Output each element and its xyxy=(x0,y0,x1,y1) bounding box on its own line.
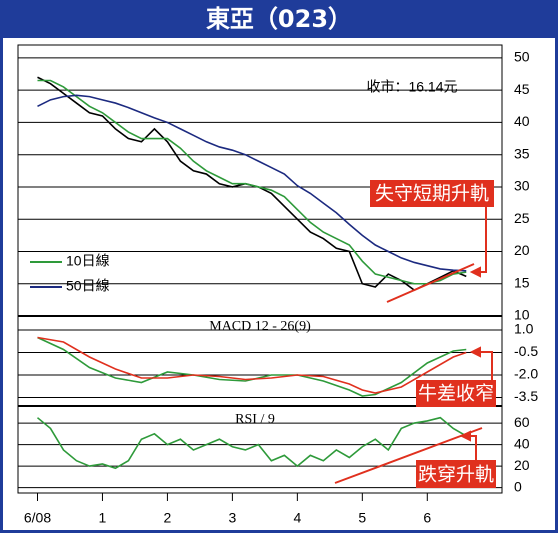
y-tick-label: -0.5 xyxy=(514,343,538,359)
series-line xyxy=(37,336,467,397)
y-tick-label: 20 xyxy=(514,242,530,258)
frame xyxy=(17,44,503,494)
callout: 失守短期升軌 xyxy=(375,183,489,205)
x-tick-label: 3 xyxy=(228,510,236,526)
y-tick-label: 1.0 xyxy=(514,321,534,337)
y-tick-label: 10 xyxy=(514,307,530,323)
legend-label: 10日線 xyxy=(66,253,110,269)
y-tick-label: 50 xyxy=(514,49,530,65)
panel-title: MACD 12 - 26(9) xyxy=(209,319,311,334)
y-tick-label: -2.0 xyxy=(514,366,538,382)
y-tick-label: -3.5 xyxy=(514,388,538,404)
callout-box xyxy=(370,180,494,207)
callout-box xyxy=(416,460,496,488)
legend-label: 50日線 xyxy=(66,278,110,294)
series-line xyxy=(37,94,467,272)
x-tick-label: 4 xyxy=(293,510,301,526)
trend-line xyxy=(334,427,483,484)
y-tick-label: 40 xyxy=(514,113,530,129)
y-tick-label: 20 xyxy=(514,457,530,473)
y-tick-label: 25 xyxy=(514,210,530,226)
callout-box xyxy=(416,380,496,407)
close-annotation: 收市：16.14元 xyxy=(366,79,457,95)
x-tick-label: 2 xyxy=(164,510,172,526)
trend-line xyxy=(386,263,475,303)
y-tick-label: 0 xyxy=(514,478,522,494)
y-tick-label: 45 xyxy=(514,81,530,97)
y-tick-label: 40 xyxy=(514,435,530,451)
series-line xyxy=(37,79,467,285)
x-tick-label: 6 xyxy=(423,510,431,526)
series-line xyxy=(37,336,467,394)
y-tick-label: 60 xyxy=(514,414,530,430)
x-tick-label: 1 xyxy=(99,510,107,526)
y-tick-label: 35 xyxy=(514,145,530,161)
x-tick-label: 6/08 xyxy=(24,510,51,526)
x-tick-label: 5 xyxy=(358,510,366,526)
callout: 跌穿升軌 xyxy=(418,464,494,486)
series-line xyxy=(36,416,467,470)
y-tick-label: 30 xyxy=(514,178,530,194)
chart-title: 東亞（023） xyxy=(206,5,352,33)
y-tick-label: 15 xyxy=(514,274,530,290)
callout: 牛差收窄 xyxy=(418,383,494,405)
panel-title: RSI / 9 xyxy=(235,412,275,427)
